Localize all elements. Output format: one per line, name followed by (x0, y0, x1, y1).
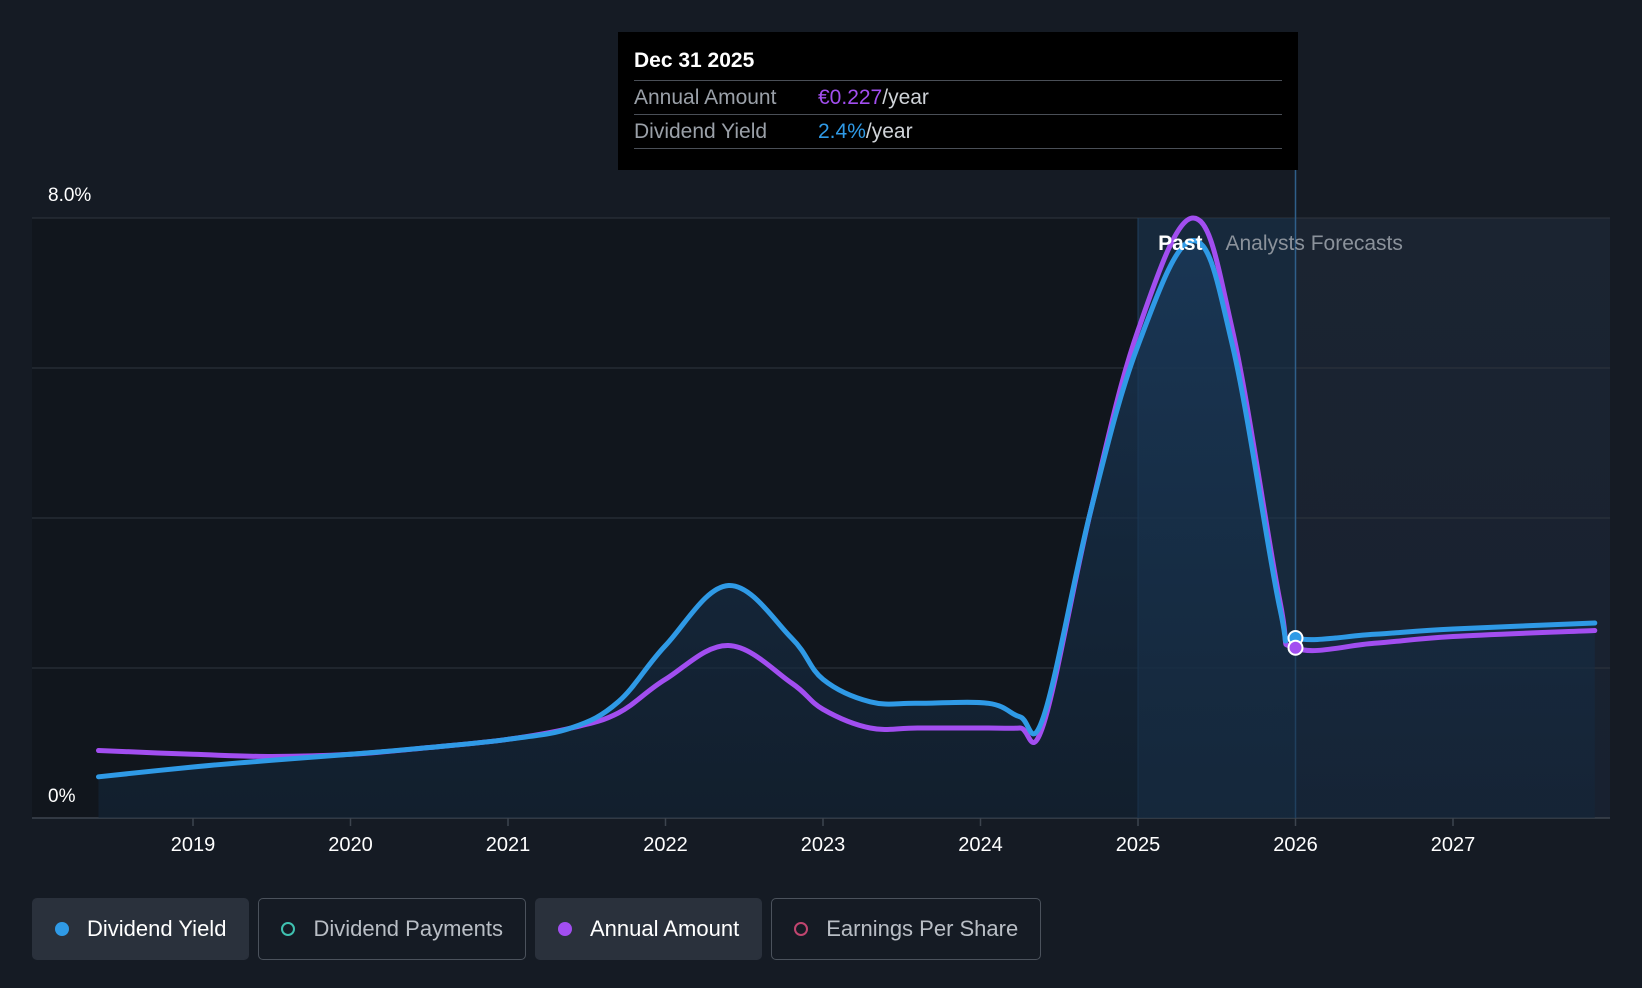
tooltip-row-annual-amount: Annual Amount €0.227 /year (634, 81, 1282, 115)
chart-legend: Dividend Yield Dividend Payments Annual … (32, 898, 1042, 962)
legend-dividend-payments-button[interactable]: Dividend Payments (258, 898, 526, 960)
series-lines (96, 215, 1598, 780)
series-markers (1287, 630, 1304, 656)
dividend-yield-line (96, 238, 1598, 780)
legend-dividend-yield-button[interactable]: Dividend Yield (32, 898, 250, 960)
legend-earnings-per-share-button[interactable]: Earnings Per Share (771, 898, 1042, 960)
dividend-yield-area (98, 240, 1595, 818)
tooltip-unit: /year (882, 86, 929, 109)
annual-amount-marker (1287, 639, 1304, 656)
legend-dot-icon (55, 922, 69, 936)
y-max-label: 8.0% (48, 185, 91, 206)
legend-label: Earnings Per Share (826, 916, 1019, 941)
x-tick-label: 2022 (643, 834, 688, 856)
tooltip-label: Annual Amount (634, 86, 777, 109)
past-label: Past (1158, 232, 1202, 255)
chart-tooltip: Dec 31 2025 Annual Amount €0.227 /year D… (618, 32, 1298, 170)
x-tick-label: 2027 (1431, 834, 1476, 856)
x-tick-label: 2021 (486, 834, 531, 856)
axis-labels: 2019 2020 2021 2022 2023 2024 2025 2026 2027 8.0%… (48, 185, 1475, 856)
legend-dot-icon (557, 922, 572, 936)
forecast-label: Analysts Forecasts (1226, 232, 1403, 255)
legend-label: Dividend Payments (313, 916, 503, 941)
x-axis (192, 818, 1454, 826)
yield-area (98, 240, 1595, 818)
legend-annual-amount-button[interactable]: Annual Amount (534, 898, 763, 960)
x-tick-label: 2023 (801, 834, 846, 856)
y-min-label: 0% (48, 786, 76, 807)
legend-label: Dividend Yield (87, 916, 227, 941)
x-tick-label: 2024 (958, 834, 1003, 856)
legend-label: Annual Amount (589, 916, 740, 941)
x-tick-label: 2019 (171, 834, 216, 856)
tooltip-value: €0.227 (818, 86, 883, 109)
legend-ring-icon (794, 922, 809, 936)
tooltip-value: 2.4% (818, 120, 866, 143)
tooltip-label: Dividend Yield (634, 120, 768, 143)
x-tick-label: 2020 (328, 834, 373, 856)
tooltip-date: Dec 31 2025 (634, 46, 1282, 81)
tooltip-unit: /year (865, 120, 913, 143)
x-tick-label: 2026 (1273, 834, 1318, 856)
x-tick-label: 2025 (1116, 834, 1161, 856)
legend-ring-icon (281, 922, 296, 936)
tooltip-row-dividend-yield: Dividend Yield 2.4% /year (634, 115, 1282, 149)
